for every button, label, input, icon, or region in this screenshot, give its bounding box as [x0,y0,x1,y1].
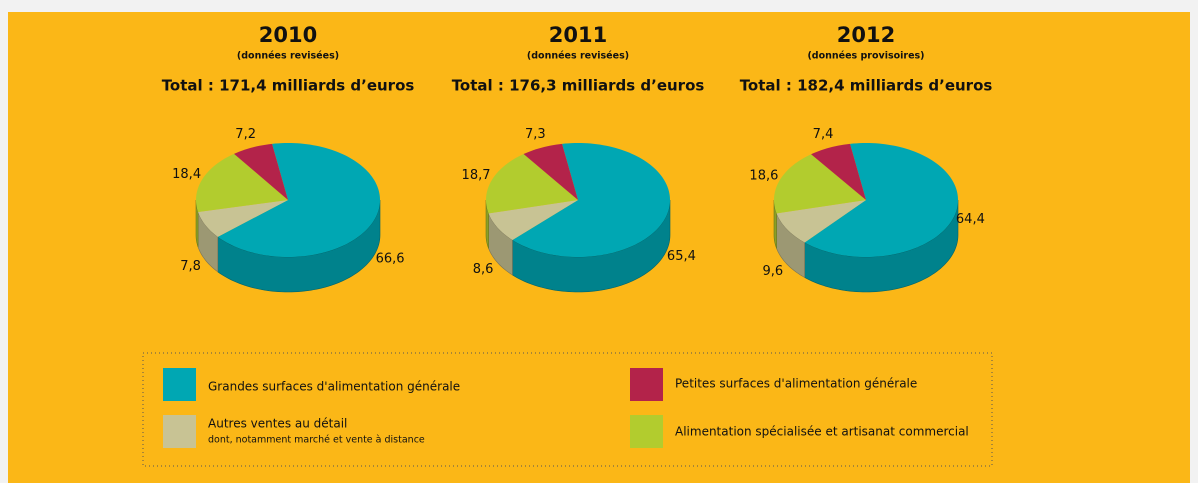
legend-swatch [630,415,663,448]
legend-label: Grandes surfaces d'alimentation générale [208,380,460,394]
pie-slice [776,200,866,243]
value-label: 9,6 [762,264,783,279]
value-label: 18,4 [172,167,201,182]
pie-side [485,199,489,249]
legend-swatch [163,368,196,401]
value-label: 64,4 [956,212,985,227]
pie-slice [804,143,958,257]
legend-swatch [630,368,663,401]
pie-side [773,199,777,249]
pie-slice [774,154,866,214]
pie-title: 2010 [259,23,317,47]
pie-slice [486,154,578,214]
legend-label: Alimentation spécialisée et artisanat co… [675,425,969,439]
value-label: 65,4 [667,249,696,264]
pie-title: 2011 [549,23,607,47]
value-label: 7,4 [813,127,834,142]
legend-label: Autres ventes au détail [208,417,347,431]
value-label: 18,6 [749,168,778,183]
pie-subtitle: (données provisoires) [807,51,924,62]
pie-slice [488,200,578,240]
pie-total: Total : 171,4 milliards d’euros [162,77,415,95]
pie-slice [523,143,578,200]
legend-swatch [163,415,196,448]
pie-slice [512,143,670,257]
value-label: 66,6 [376,252,405,267]
pie-side [195,199,199,248]
value-label: 7,8 [180,259,201,274]
value-label: 7,2 [235,127,256,142]
pie-total: Total : 182,4 milliards d’euros [740,77,993,95]
legend-label: Petites surfaces d'alimentation générale [675,377,917,391]
legend-box [142,352,993,467]
value-label: 8,6 [473,262,494,277]
pie-subtitle: (données revisées) [527,51,629,62]
value-label: 18,7 [462,168,491,183]
pie-total: Total : 176,3 milliards d’euros [452,77,705,95]
pie-slice [234,143,288,200]
value-label: 7,3 [525,127,546,142]
pie-slice [196,153,288,213]
legend-note: dont, notamment marché et vente à distan… [208,435,425,446]
pie-slice [198,200,288,237]
pie-subtitle: (données revisées) [237,51,339,62]
pie-slice [811,143,866,200]
pie-slice [217,143,380,257]
pie-title: 2012 [837,23,895,47]
